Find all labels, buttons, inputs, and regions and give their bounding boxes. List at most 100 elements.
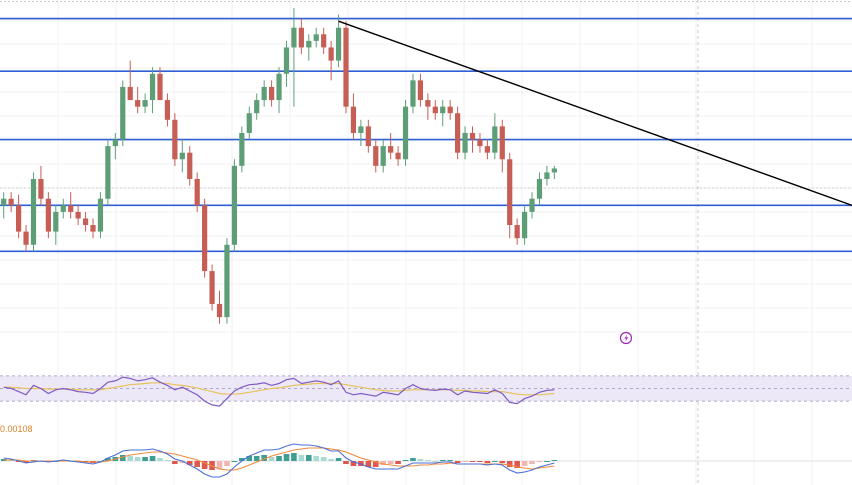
macd-hist-bar — [291, 453, 297, 461]
candle-body — [321, 34, 327, 48]
macd-hist-bar — [425, 460, 431, 461]
alert-icon[interactable] — [619, 331, 633, 345]
trendline[interactable] — [338, 20, 852, 206]
candle-body — [15, 205, 22, 232]
macd-hist-bar — [350, 461, 357, 466]
macd-hist-bar — [164, 460, 171, 461]
macd-hist-bar — [23, 461, 29, 463]
candle-body — [261, 86, 267, 101]
candle-body — [343, 27, 349, 107]
candle-body — [536, 179, 543, 199]
candle-body — [112, 139, 118, 147]
macd-hist-bar — [127, 456, 134, 461]
macd-hist-bar — [529, 461, 535, 464]
macd-hist-bar — [268, 457, 275, 461]
macd-hist-bar — [186, 461, 193, 465]
macd-hist-bar — [134, 457, 141, 461]
candle-body — [97, 198, 104, 232]
candle-body — [157, 73, 163, 101]
candle-body — [440, 106, 446, 114]
candle-body — [224, 244, 230, 318]
candle-body — [492, 126, 498, 153]
candle-body — [268, 86, 275, 101]
macd-hist-bar — [387, 461, 394, 464]
candle-body — [298, 27, 304, 48]
macd-hist-bar — [514, 461, 520, 468]
candle-body — [68, 205, 74, 212]
macd-hist-bar — [179, 461, 186, 463]
candle-body — [469, 132, 476, 140]
macd-hist-bar — [365, 461, 372, 467]
macd-hist-bar — [313, 456, 320, 461]
candle-body — [276, 73, 282, 101]
macd-hist-bar — [432, 461, 439, 462]
candle-body — [82, 218, 89, 226]
macd-hist-bar — [261, 455, 267, 461]
macd-hist-bar — [224, 461, 230, 466]
macd-hist-bar — [119, 455, 126, 461]
candle-body — [127, 86, 133, 101]
candle-body — [455, 113, 461, 153]
macd-hist-bar — [380, 461, 387, 465]
candle-body — [149, 73, 156, 101]
candle-body — [53, 211, 59, 232]
candle-body — [350, 106, 357, 133]
candle-body — [142, 100, 148, 107]
rsi-line — [3, 376, 555, 407]
candle-body — [425, 100, 431, 107]
macd-value-label: 0.00108 — [0, 424, 33, 434]
candle-body — [30, 179, 37, 245]
macd-hist-bar — [484, 461, 491, 463]
candle-body — [105, 146, 111, 199]
candle-body — [164, 100, 171, 120]
macd-hist-bar — [105, 458, 111, 461]
candle-body — [395, 152, 401, 160]
macd-hist-bar — [499, 461, 506, 463]
candle-body — [551, 168, 557, 173]
candle-body — [209, 271, 215, 304]
candle-body — [254, 100, 260, 114]
candle-body — [365, 126, 371, 147]
macd-hist-bar — [298, 455, 305, 461]
macd-hist-bar — [454, 461, 461, 463]
macd-hist-bar — [246, 456, 253, 461]
candle-body — [313, 34, 319, 41]
candle-body — [521, 211, 528, 239]
macd-hist-bar — [149, 456, 156, 461]
macd-hist-bar — [157, 458, 163, 461]
macd-hist-bar — [439, 460, 446, 461]
macd-hist-bar — [395, 461, 401, 464]
macd-hist-bar — [469, 461, 476, 462]
macd-pane — [0, 443, 852, 478]
horizontal-levels[interactable] — [0, 17, 852, 253]
candle-body — [202, 205, 208, 272]
macd-hist-bar — [506, 461, 513, 467]
macd-hist-bar — [417, 459, 424, 461]
candle-body — [8, 198, 14, 206]
macd-hist-bar — [462, 461, 468, 462]
candle-body — [38, 179, 44, 199]
candle-body — [291, 27, 297, 48]
macd-hist-bar — [447, 460, 453, 461]
candle-body — [23, 231, 29, 245]
macd-hist-bar — [194, 461, 200, 467]
candle-body — [246, 113, 252, 133]
candle-body — [75, 211, 81, 219]
macd-hist-bar — [544, 461, 550, 462]
macd-hist-bar — [201, 461, 208, 469]
candle-body — [120, 86, 126, 140]
candle-body — [447, 106, 453, 114]
macd-hist-bar — [231, 461, 238, 462]
rsi-ma-line — [3, 382, 555, 396]
candle-body — [417, 80, 424, 101]
candle-body — [231, 165, 237, 245]
macd-hist-bar — [328, 459, 334, 461]
macd-hist-bar — [239, 458, 245, 461]
macd-hist-bar — [402, 460, 409, 461]
candle-body — [514, 225, 520, 239]
candle-body — [358, 126, 364, 133]
candle-body — [283, 47, 290, 74]
candle-body — [462, 132, 468, 153]
